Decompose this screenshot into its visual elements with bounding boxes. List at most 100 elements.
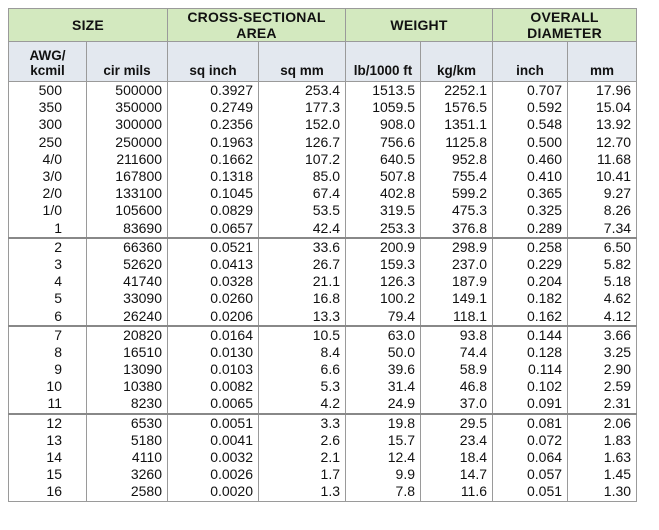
- table-cell: 0.2356: [167, 116, 260, 134]
- table-cell: 8230: [85, 395, 169, 414]
- table-cell: 2: [8, 236, 87, 256]
- table-cell: 475.3: [420, 202, 494, 220]
- table-cell: 2.59: [567, 378, 638, 396]
- table-cell: 4: [8, 273, 87, 291]
- table-cell: 1059.5: [345, 99, 422, 117]
- table-cell: 9.9: [345, 466, 422, 484]
- table-row: 14 4110 0.0032 2.1 12.4 18.4 0.064 1.63: [8, 448, 638, 467]
- table-cell: 11.68: [567, 150, 638, 168]
- table-cell: 0.3927: [167, 81, 260, 100]
- table-cell: 118.1: [420, 307, 494, 326]
- table-cell: 350000: [85, 99, 169, 117]
- table-cell: 19.8: [345, 412, 422, 432]
- table-cell: 105600: [85, 202, 169, 220]
- table-cell: 15: [8, 466, 87, 484]
- table-cell: 52620: [85, 255, 169, 274]
- group-header: CROSS-SECTIONAL AREA: [167, 8, 347, 42]
- table-cell: 8.4: [258, 343, 347, 361]
- table-cell: 33090: [85, 290, 169, 308]
- table-cell: 908.0: [345, 116, 422, 134]
- table-cell: 0.0413: [167, 255, 260, 274]
- table-cell: 177.3: [258, 99, 347, 117]
- table-cell: 152.0: [258, 116, 347, 134]
- table-row: 1/0 105600 0.0829 53.5 319.5 475.3 0.325 8.26: [8, 202, 638, 220]
- table-cell: 4.2: [258, 395, 347, 414]
- table-cell: 5.3: [258, 378, 347, 396]
- table-cell: 0.114: [492, 361, 569, 379]
- table-cell: 0.1045: [167, 185, 260, 203]
- table-cell: 0.051: [492, 483, 569, 502]
- table-cell: 7.8: [345, 483, 422, 502]
- table-cell: 237.0: [420, 255, 494, 274]
- table-cell: 0.0103: [167, 361, 260, 379]
- table-cell: 0.1318: [167, 167, 260, 186]
- table-cell: 149.1: [420, 290, 494, 308]
- table-cell: 0.500: [492, 133, 569, 151]
- table-cell: 952.8: [420, 150, 494, 168]
- table-cell: 20820: [85, 324, 169, 344]
- table-row: 4/0 211600 0.1662 107.2 640.5 952.8 0.460 11.68: [8, 150, 638, 168]
- table-cell: 58.9: [420, 361, 494, 379]
- table-cell: 0.0130: [167, 343, 260, 361]
- table-row: 9 13090 0.0103 6.6 39.6 58.9 0.114 2.90: [8, 361, 638, 379]
- table-row: 10 10380 0.0082 5.3 31.4 46.8 0.102 2.59: [8, 378, 638, 396]
- table-cell: 319.5: [345, 202, 422, 220]
- table-cell: 300000: [85, 116, 169, 134]
- table-cell: 2.6: [258, 431, 347, 449]
- table-cell: 756.6: [345, 133, 422, 151]
- table-body: 500 500000 0.3927 253.4 1513.5 2252.1 0.707 17.…: [8, 81, 638, 502]
- table-row: 500 500000 0.3927 253.4 1513.5 2252.1 0.707 17.…: [8, 81, 638, 100]
- column-header: AWG/ kcmil: [8, 41, 87, 82]
- table-cell: 0.064: [492, 448, 569, 467]
- table-cell: 10: [8, 378, 87, 396]
- table-cell: 42.4: [258, 219, 347, 238]
- table-cell: 18.4: [420, 448, 494, 467]
- table-cell: 133100: [85, 185, 169, 203]
- table-cell: 0.258: [492, 236, 569, 256]
- table-cell: 0.0026: [167, 466, 260, 484]
- table-cell: 26.7: [258, 255, 347, 274]
- table-cell: 0.057: [492, 466, 569, 484]
- table-cell: 7.34: [567, 219, 638, 238]
- table-cell: 5: [8, 290, 87, 308]
- table-cell: 0.128: [492, 343, 569, 361]
- table-cell: 3/0: [8, 167, 87, 186]
- table-cell: 0.081: [492, 412, 569, 432]
- table-cell: 0.0020: [167, 483, 260, 502]
- table-cell: 13.92: [567, 116, 638, 134]
- table-cell: 0.592: [492, 99, 569, 117]
- table-row: 8 16510 0.0130 8.4 50.0 74.4 0.128 3.25: [8, 343, 638, 361]
- table-cell: 500000: [85, 81, 169, 100]
- column-header: inch: [492, 41, 569, 82]
- column-header: lb/1000 ft: [345, 41, 422, 82]
- table-cell: 13: [8, 431, 87, 449]
- table-row: 2 66360 0.0521 33.6 200.9 298.9 0.258 6.50: [8, 236, 638, 256]
- table-cell: 253.4: [258, 81, 347, 100]
- table-cell: 2252.1: [420, 81, 494, 100]
- table-row: 300 300000 0.2356 152.0 908.0 1351.1 0.548 13.9…: [8, 116, 638, 134]
- table-row: 15 3260 0.0026 1.7 9.9 14.7 0.057 1.45: [8, 466, 638, 484]
- table-cell: 0.0164: [167, 324, 260, 344]
- table-cell: 5180: [85, 431, 169, 449]
- table-cell: 3: [8, 255, 87, 274]
- group-header: WEIGHT: [345, 8, 494, 42]
- table-row: 12 6530 0.0051 3.3 19.8 29.5 0.081 2.06: [8, 412, 638, 432]
- table-cell: 250: [8, 133, 87, 151]
- table-cell: 67.4: [258, 185, 347, 203]
- table-cell: 0.144: [492, 324, 569, 344]
- table-cell: 1.7: [258, 466, 347, 484]
- table-cell: 0.365: [492, 185, 569, 203]
- table-cell: 4.62: [567, 290, 638, 308]
- table-cell: 14: [8, 448, 87, 467]
- table-cell: 376.8: [420, 219, 494, 238]
- table-cell: 15.04: [567, 99, 638, 117]
- table-cell: 23.4: [420, 431, 494, 449]
- table-cell: 66360: [85, 236, 169, 256]
- table-cell: 31.4: [345, 378, 422, 396]
- table-cell: 2.31: [567, 395, 638, 414]
- table-cell: 640.5: [345, 150, 422, 168]
- table-row: 350 350000 0.2749 177.3 1059.5 1576.5 0.592 15.…: [8, 99, 638, 117]
- table-cell: 350: [8, 99, 87, 117]
- table-cell: 41740: [85, 273, 169, 291]
- table-cell: 3260: [85, 466, 169, 484]
